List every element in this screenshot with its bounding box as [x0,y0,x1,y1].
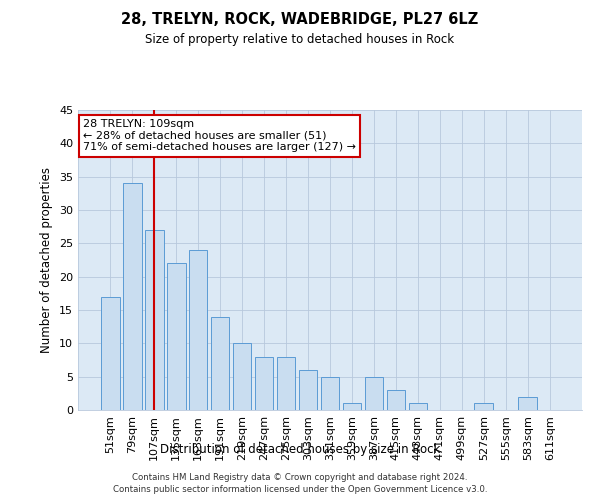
Bar [101,296,119,410]
Bar [211,316,229,410]
Bar [167,264,185,410]
Bar [233,344,251,410]
Text: Contains public sector information licensed under the Open Government Licence v3: Contains public sector information licen… [113,485,487,494]
Bar [145,230,164,410]
Bar [189,250,208,410]
Bar [343,404,361,410]
Text: Size of property relative to detached houses in Rock: Size of property relative to detached ho… [145,32,455,46]
Bar [475,404,493,410]
Text: 28 TRELYN: 109sqm
← 28% of detached houses are smaller (51)
71% of semi-detached: 28 TRELYN: 109sqm ← 28% of detached hous… [83,119,356,152]
Text: Contains HM Land Registry data © Crown copyright and database right 2024.: Contains HM Land Registry data © Crown c… [132,472,468,482]
Bar [409,404,427,410]
Bar [299,370,317,410]
Bar [386,390,405,410]
Bar [123,184,142,410]
Bar [320,376,340,410]
Bar [518,396,537,410]
Text: 28, TRELYN, ROCK, WADEBRIDGE, PL27 6LZ: 28, TRELYN, ROCK, WADEBRIDGE, PL27 6LZ [121,12,479,28]
Bar [365,376,383,410]
Bar [277,356,295,410]
Bar [255,356,274,410]
Text: Distribution of detached houses by size in Rock: Distribution of detached houses by size … [160,442,440,456]
Y-axis label: Number of detached properties: Number of detached properties [40,167,53,353]
